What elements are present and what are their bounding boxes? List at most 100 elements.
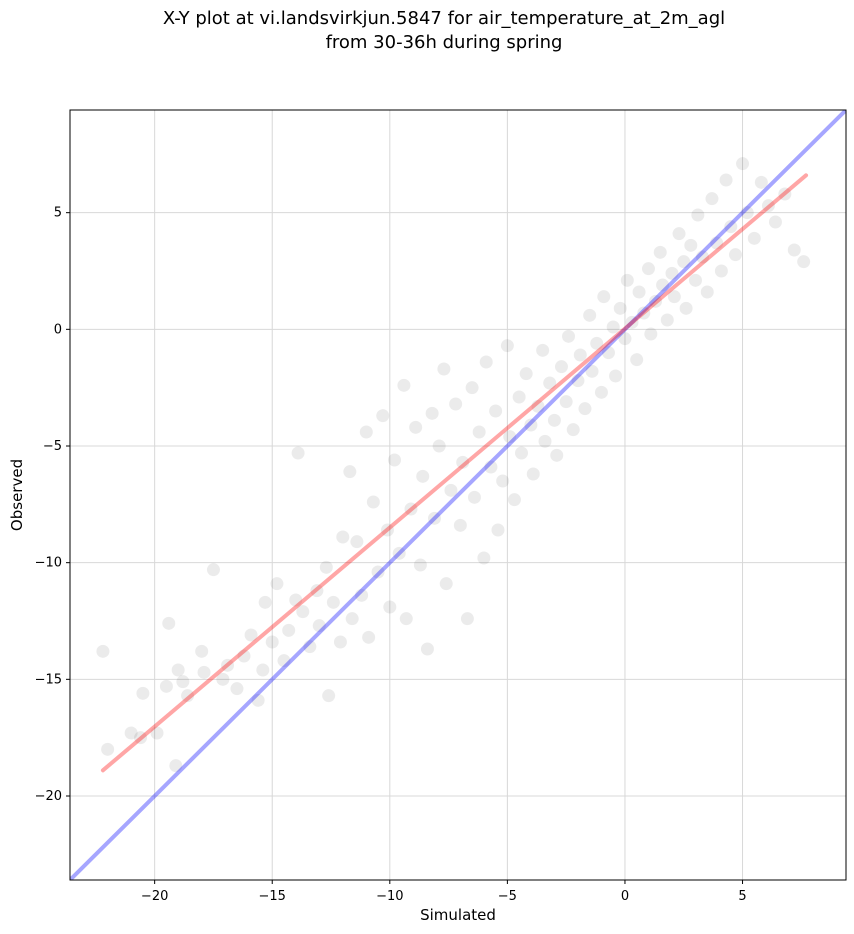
data-point bbox=[282, 623, 296, 637]
data-point bbox=[230, 682, 244, 696]
data-point bbox=[691, 208, 705, 222]
data-point bbox=[251, 693, 265, 707]
y-tick-label: 5 bbox=[54, 206, 62, 221]
data-point bbox=[609, 369, 623, 383]
chart-title-line-2: from 30-36h during spring bbox=[326, 32, 563, 53]
data-point bbox=[206, 563, 220, 577]
data-point bbox=[496, 474, 510, 488]
data-point bbox=[700, 285, 714, 299]
data-point bbox=[237, 649, 251, 663]
data-point bbox=[514, 446, 528, 460]
chart-title-line-1: X-Y plot at vi.landsvirkjun.5847 for air… bbox=[163, 8, 725, 29]
data-point bbox=[258, 595, 272, 609]
x-tick-label: −15 bbox=[259, 889, 286, 904]
data-point bbox=[477, 551, 491, 565]
data-point bbox=[597, 290, 611, 304]
data-point bbox=[460, 612, 474, 626]
data-point bbox=[343, 465, 357, 479]
data-point bbox=[491, 523, 505, 537]
data-point bbox=[221, 658, 235, 672]
data-point bbox=[489, 404, 503, 418]
data-point bbox=[583, 308, 597, 322]
data-point bbox=[590, 336, 604, 350]
data-point bbox=[740, 206, 754, 220]
data-point bbox=[559, 395, 573, 409]
data-point bbox=[672, 227, 686, 241]
data-point bbox=[547, 413, 561, 427]
data-point bbox=[724, 220, 738, 234]
identity-line bbox=[70, 110, 846, 880]
regression-line bbox=[100, 173, 809, 773]
data-point bbox=[169, 759, 183, 773]
data-point bbox=[684, 238, 698, 252]
data-point bbox=[171, 663, 185, 677]
data-point bbox=[176, 675, 190, 689]
data-point bbox=[277, 654, 291, 668]
data-point bbox=[359, 425, 373, 439]
grid-layer bbox=[70, 110, 846, 880]
data-point bbox=[665, 266, 679, 280]
data-point bbox=[159, 679, 173, 693]
data-point bbox=[392, 546, 406, 560]
y-tick-label: −10 bbox=[35, 556, 62, 571]
data-point bbox=[500, 339, 514, 353]
x-tick-label: 0 bbox=[621, 889, 629, 904]
data-point bbox=[512, 390, 526, 404]
data-point bbox=[444, 483, 458, 497]
data-point bbox=[606, 320, 620, 334]
data-point bbox=[404, 502, 418, 516]
data-point bbox=[322, 689, 336, 703]
x-tick-label: 5 bbox=[738, 889, 746, 904]
data-point bbox=[594, 385, 608, 399]
data-point bbox=[150, 726, 164, 740]
data-point bbox=[413, 558, 427, 572]
y-axis: −20 −15 −10 −5 0 5 bbox=[35, 206, 70, 804]
data-point bbox=[531, 399, 545, 413]
x-tick-label: −20 bbox=[141, 889, 168, 904]
data-point bbox=[566, 423, 580, 437]
data-point bbox=[710, 236, 724, 250]
data-point bbox=[181, 689, 195, 703]
data-point bbox=[388, 453, 402, 467]
data-point bbox=[296, 605, 310, 619]
data-point bbox=[366, 495, 380, 509]
x-axis-label: Simulated bbox=[420, 906, 496, 924]
data-point bbox=[345, 612, 359, 626]
data-point bbox=[689, 273, 703, 287]
data-point bbox=[409, 420, 423, 434]
data-point bbox=[399, 612, 413, 626]
data-point bbox=[526, 467, 540, 481]
data-point bbox=[136, 686, 150, 700]
data-point bbox=[637, 306, 651, 320]
plot-frame bbox=[69, 109, 847, 881]
data-point bbox=[677, 255, 691, 269]
data-point bbox=[453, 518, 467, 532]
data-point bbox=[543, 376, 557, 390]
data-point bbox=[427, 511, 441, 525]
data-point bbox=[653, 245, 667, 259]
data-point bbox=[778, 187, 792, 201]
data-point bbox=[134, 731, 148, 745]
data-point bbox=[467, 490, 481, 504]
data-point bbox=[101, 742, 115, 756]
y-tick-label: −15 bbox=[35, 672, 62, 687]
data-point bbox=[195, 644, 209, 658]
data-point bbox=[613, 301, 627, 315]
data-point bbox=[632, 285, 646, 299]
data-point bbox=[620, 273, 634, 287]
data-point bbox=[696, 250, 710, 264]
data-point bbox=[524, 418, 538, 432]
data-point bbox=[319, 560, 333, 574]
points-layer bbox=[96, 157, 811, 773]
data-point bbox=[649, 294, 663, 308]
data-point bbox=[705, 192, 719, 206]
data-point bbox=[601, 346, 615, 360]
data-point bbox=[585, 364, 599, 378]
data-point bbox=[503, 430, 517, 444]
data-point bbox=[728, 248, 742, 262]
data-point bbox=[736, 157, 750, 171]
data-point bbox=[768, 215, 782, 229]
data-point bbox=[449, 397, 463, 411]
data-point bbox=[437, 362, 451, 376]
data-point bbox=[416, 469, 430, 483]
